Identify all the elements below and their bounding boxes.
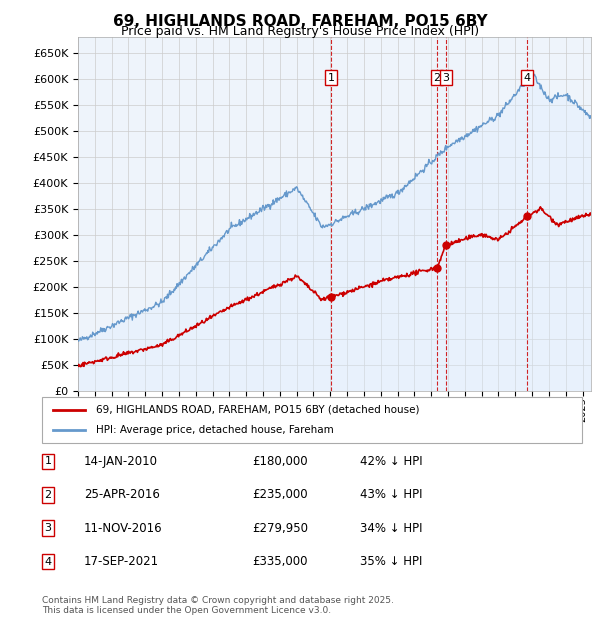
Text: 35% ↓ HPI: 35% ↓ HPI [360, 556, 422, 568]
Text: 11-NOV-2016: 11-NOV-2016 [84, 522, 163, 534]
Text: 42% ↓ HPI: 42% ↓ HPI [360, 455, 422, 467]
Text: 69, HIGHLANDS ROAD, FAREHAM, PO15 6BY (detached house): 69, HIGHLANDS ROAD, FAREHAM, PO15 6BY (d… [96, 405, 419, 415]
Text: 14-JAN-2010: 14-JAN-2010 [84, 455, 158, 467]
Text: 69, HIGHLANDS ROAD, FAREHAM, PO15 6BY: 69, HIGHLANDS ROAD, FAREHAM, PO15 6BY [113, 14, 487, 29]
Text: 4: 4 [44, 557, 52, 567]
Text: £335,000: £335,000 [252, 556, 308, 568]
FancyBboxPatch shape [42, 397, 582, 443]
Text: 1: 1 [328, 73, 334, 83]
Text: £235,000: £235,000 [252, 489, 308, 501]
Text: 2: 2 [433, 73, 440, 83]
Text: 3: 3 [44, 523, 52, 533]
Text: 17-SEP-2021: 17-SEP-2021 [84, 556, 159, 568]
Text: 25-APR-2016: 25-APR-2016 [84, 489, 160, 501]
Text: 2: 2 [44, 490, 52, 500]
Text: Contains HM Land Registry data © Crown copyright and database right 2025.
This d: Contains HM Land Registry data © Crown c… [42, 596, 394, 615]
Text: 43% ↓ HPI: 43% ↓ HPI [360, 489, 422, 501]
Text: 4: 4 [524, 73, 531, 83]
Text: £279,950: £279,950 [252, 522, 308, 534]
Text: Price paid vs. HM Land Registry's House Price Index (HPI): Price paid vs. HM Land Registry's House … [121, 25, 479, 38]
Text: 3: 3 [442, 73, 449, 83]
Text: 1: 1 [44, 456, 52, 466]
Text: 34% ↓ HPI: 34% ↓ HPI [360, 522, 422, 534]
Text: HPI: Average price, detached house, Fareham: HPI: Average price, detached house, Fare… [96, 425, 334, 435]
Text: £180,000: £180,000 [252, 455, 308, 467]
